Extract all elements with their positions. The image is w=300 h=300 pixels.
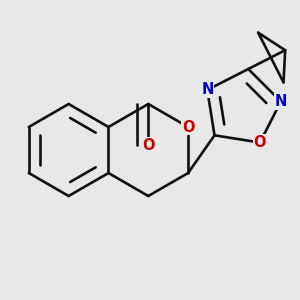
Text: O: O <box>142 138 155 153</box>
Text: N: N <box>201 82 214 98</box>
Text: O: O <box>182 119 194 134</box>
Text: O: O <box>254 135 266 150</box>
Text: N: N <box>274 94 287 109</box>
